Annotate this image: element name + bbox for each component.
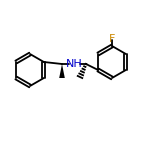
Text: NH: NH <box>66 59 82 69</box>
Text: F: F <box>109 34 115 44</box>
Polygon shape <box>59 64 65 78</box>
